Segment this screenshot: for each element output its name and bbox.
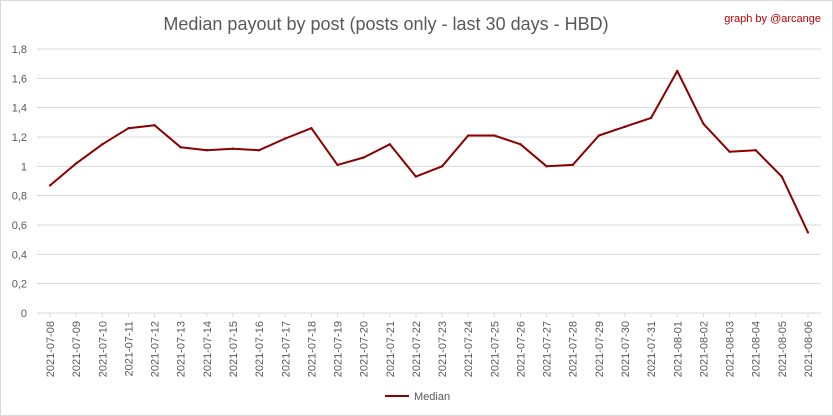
data-point [728, 150, 731, 153]
data-point [101, 143, 104, 146]
x-tick-label: 2021-08-01 [672, 321, 684, 377]
data-point [649, 116, 653, 120]
chart-title: Median payout by post (posts only - last… [163, 14, 608, 34]
data-point [48, 184, 52, 187]
y-tick-label: 1,6 [12, 73, 27, 85]
x-tick-label: 2021-07-22 [411, 321, 423, 377]
x-tick-label: 2021-07-31 [646, 321, 658, 377]
data-point [754, 149, 757, 152]
x-tick-label: 2021-08-03 [725, 321, 737, 377]
data-point [127, 127, 130, 130]
x-tick-label: 2021-07-19 [333, 321, 345, 377]
y-axis-ticks: 0 0,2 0,4 0,6 0,8 1 1,2 1,4 1,6 1,8 [12, 44, 27, 320]
x-tick-label: 2021-07-24 [463, 321, 475, 377]
x-tick-label: 2021-07-20 [359, 321, 371, 377]
legend: Median [385, 391, 450, 403]
data-point [310, 127, 313, 130]
data-point [571, 163, 574, 167]
x-tick-label: 2021-07-09 [71, 321, 83, 377]
data-point [205, 149, 209, 152]
x-tick-label: 2021-08-06 [803, 321, 815, 377]
data-point [75, 162, 78, 165]
x-tick-label: 2021-08-04 [751, 321, 763, 377]
data-point [414, 175, 418, 178]
x-tick-label: 2021-08-05 [777, 321, 789, 377]
x-tick-label: 2021-07-18 [306, 321, 318, 377]
data-point [597, 134, 601, 137]
data-point [545, 165, 548, 168]
data-point [806, 231, 810, 234]
x-tick-label: 2021-07-23 [437, 321, 449, 377]
y-tick-label: 1 [21, 161, 27, 173]
series-layer [48, 69, 810, 234]
x-tick-label: 2021-07-11 [123, 321, 135, 376]
data-point [519, 143, 522, 146]
y-tick-label: 0,8 [12, 191, 27, 203]
x-tick-label: 2021-07-13 [176, 321, 188, 377]
y-tick-label: 0,2 [12, 279, 27, 291]
x-tick-label: 2021-08-02 [698, 321, 710, 377]
data-point [336, 163, 339, 167]
x-tick-label: 2021-07-30 [620, 321, 632, 377]
data-point [231, 147, 235, 150]
data-point [257, 149, 261, 152]
x-tick-label: 2021-07-21 [385, 321, 397, 377]
data-point [440, 165, 444, 168]
y-tick-label: 1,4 [12, 103, 27, 115]
data-point [493, 134, 496, 137]
y-tick-label: 0 [21, 308, 27, 320]
data-point [153, 124, 156, 127]
x-tick-label: 2021-07-28 [568, 321, 580, 377]
x-tick-label: 2021-07-27 [542, 321, 554, 377]
data-point [388, 143, 391, 146]
credit-label: graph by @arcange [724, 13, 821, 25]
x-tick-label: 2021-07-17 [280, 321, 292, 377]
x-tick-label: 2021-07-29 [594, 321, 606, 377]
x-axis-ticks: 2021-07-08 2021-07-09 2021-07-10 2021-07-11… [45, 313, 815, 377]
data-point [179, 146, 182, 149]
data-point [780, 175, 783, 178]
x-tick-label: 2021-07-26 [515, 321, 527, 377]
x-tick-label: 2021-07-14 [202, 321, 214, 377]
data-point [623, 125, 627, 128]
x-tick-label: 2021-07-15 [228, 321, 240, 377]
x-tick-label: 2021-07-16 [254, 321, 266, 377]
data-point [702, 122, 705, 126]
data-point [676, 69, 679, 73]
data-point [362, 156, 365, 159]
data-point [284, 137, 287, 140]
x-tick-label: 2021-07-25 [489, 321, 501, 377]
series-line-median [49, 70, 809, 233]
x-tick-label: 2021-07-08 [45, 321, 57, 377]
data-point [467, 134, 470, 137]
x-tick-label: 2021-07-10 [97, 321, 109, 377]
y-tick-label: 0,6 [12, 220, 27, 232]
y-tick-label: 1,2 [12, 132, 27, 144]
gridlines [37, 48, 821, 314]
legend-label-median: Median [414, 391, 450, 403]
x-tick-label: 2021-07-12 [150, 321, 162, 377]
y-tick-label: 1,8 [12, 44, 27, 56]
y-tick-label: 0,4 [12, 249, 27, 261]
